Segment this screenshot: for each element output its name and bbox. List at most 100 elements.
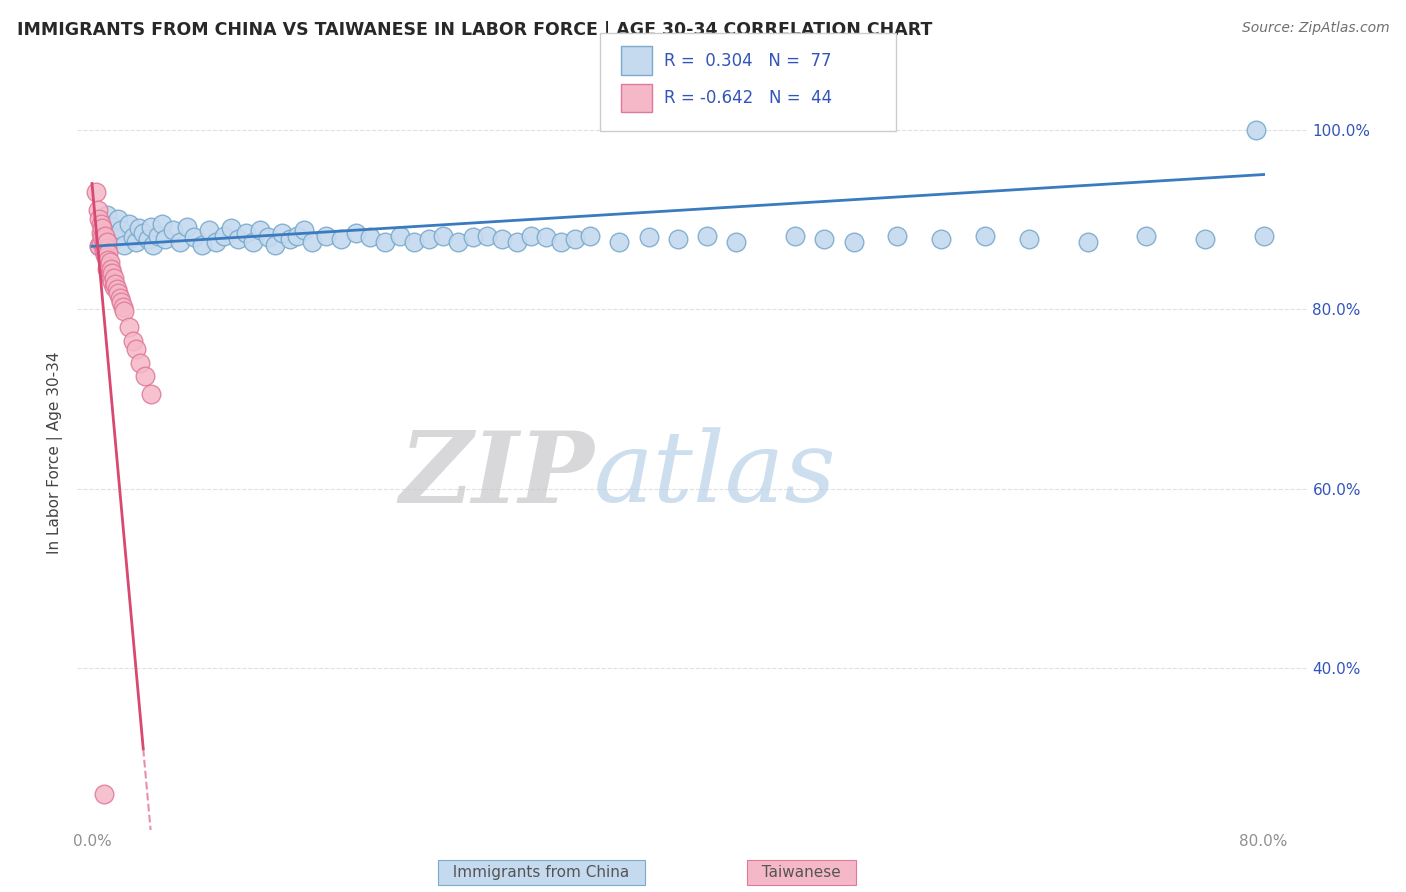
Point [110,223,132,237]
Point [100,235,122,249]
Point [219,221,242,235]
Y-axis label: In Labor Force | Age 30-34: In Labor Force | Age 30-34 [48,351,63,554]
Point [132,226,155,240]
Point [301,235,323,249]
Point [122,334,145,348]
Point [134,369,156,384]
Text: atlas: atlas [595,427,837,523]
Point [97,259,120,273]
Point [228,232,250,246]
Point [101,275,124,289]
Point [432,228,454,243]
Point [105,282,128,296]
Point [139,387,162,401]
Point [813,232,835,246]
Point [89,239,111,253]
Point [93,787,115,801]
Point [122,230,145,244]
Point [212,228,235,243]
Point [104,277,127,291]
Point [264,237,287,252]
Point [97,246,120,260]
Point [1135,228,1157,243]
Point [271,226,294,240]
Point [98,226,121,240]
Point [534,230,557,244]
Text: IMMIGRANTS FROM CHINA VS TAIWANESE IN LABOR FORCE | AGE 30-34 CORRELATION CHART: IMMIGRANTS FROM CHINA VS TAIWANESE IN LA… [17,21,932,39]
Point [93,217,115,231]
Point [90,217,112,231]
Point [117,320,139,334]
Point [100,270,122,285]
Point [477,228,499,243]
Text: Source: ZipAtlas.com: Source: ZipAtlas.com [1241,21,1389,36]
Point [404,235,426,249]
Point [93,244,115,258]
Point [108,291,131,305]
Point [117,217,139,231]
Point [96,250,118,264]
Point [94,228,117,243]
Point [97,252,120,267]
Point [198,223,221,237]
Point [96,241,118,255]
Point [94,237,117,252]
Point [125,343,148,357]
Point [86,186,108,200]
Point [91,230,114,244]
Point [564,232,586,246]
Point [550,235,572,249]
Point [89,212,111,227]
Point [176,219,198,234]
Point [1246,122,1268,136]
Point [104,232,127,246]
Point [142,237,165,252]
Point [666,232,689,246]
Point [292,223,315,237]
Point [96,261,118,276]
Text: Immigrants from China: Immigrants from China [443,865,640,880]
Point [205,235,228,249]
Point [87,203,110,218]
Point [242,235,264,249]
Point [374,235,396,249]
Point [107,212,129,227]
Point [783,228,806,243]
Point [1194,232,1216,246]
Point [235,226,257,240]
Point [974,228,997,243]
Point [98,255,121,269]
Point [110,294,132,309]
Point [285,228,308,243]
Point [111,301,134,315]
Point [96,208,118,222]
Point [315,228,337,243]
Point [129,356,152,370]
Point [447,235,470,249]
Point [418,232,440,246]
Point [191,237,214,252]
Text: ZIP: ZIP [399,427,595,524]
Point [637,230,659,244]
Point [506,235,529,249]
Point [90,235,112,249]
Point [112,237,135,252]
Point [344,226,367,240]
Point [153,232,177,246]
Point [146,228,169,243]
Point [579,228,602,243]
Point [93,239,115,253]
Point [359,230,381,244]
Text: R =  0.304   N =  77: R = 0.304 N = 77 [664,52,831,70]
Point [725,235,748,249]
Point [112,304,135,318]
Point [128,221,150,235]
Point [162,223,184,237]
Point [278,232,301,246]
Point [169,235,191,249]
Point [139,219,162,234]
Point [520,228,543,243]
Point [89,239,111,253]
Point [330,232,353,246]
Point [103,219,125,234]
